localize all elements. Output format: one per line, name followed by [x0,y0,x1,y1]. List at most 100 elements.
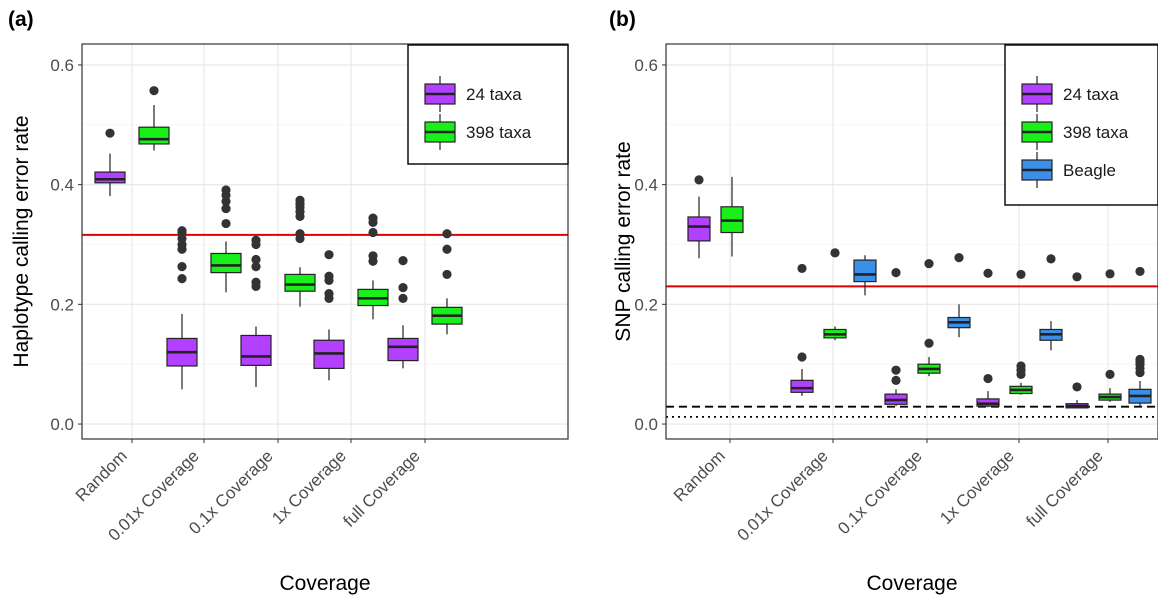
outlier-point [442,229,452,239]
outlier-point [1135,354,1145,365]
boxplot [884,268,908,407]
box [790,379,814,393]
outlier-point [891,268,901,278]
outlier-point [251,254,261,265]
outlier-point [1016,269,1026,280]
y-axis-label: Haplotype calling error rate [10,115,33,367]
outlier-point [398,256,408,266]
outlier-point [983,268,993,278]
boxplot [1009,269,1033,395]
outlier-point [442,244,452,254]
y-tick-label: 0.2 [50,295,74,314]
outlier-point [177,226,187,236]
outlier-point [924,259,934,269]
outlier-point [368,213,378,223]
box [138,126,170,145]
legend-key [424,114,456,150]
outlier-point [398,282,408,293]
boxplot [976,268,1000,408]
x-tick-label: 1x Coverage [268,446,350,528]
legend-key [1021,76,1053,112]
y-axis-label: SNP calling error rate [612,141,635,341]
boxplot [1039,254,1063,351]
outlier-point [251,235,261,245]
series-398-taxa [720,176,1122,402]
x-tick-label: 1x Coverage [936,446,1018,528]
x-tick-label: 0.01x Coverage [734,446,832,544]
boxplot [431,229,463,335]
legend-label: Beagle [1063,161,1116,180]
outlier-point [891,365,901,375]
x-tick-label: Random [72,446,131,505]
boxplot [210,185,242,293]
panel-label: (a) [8,8,34,31]
y-tick-label: 0.6 [634,56,658,75]
boxplot [853,255,877,296]
outlier-point [1105,269,1115,279]
outlier-point [368,251,378,261]
box [687,216,711,242]
legend-label: 398 taxa [1063,123,1129,142]
boxplot [917,259,941,377]
legend: 24 taxa 398 taxa Beagle [1004,44,1158,206]
y-tick-label: 0.6 [50,56,74,75]
x-tick-label: 0.1x Coverage [834,446,926,538]
panel-border [81,43,569,440]
outlier-point [1016,361,1026,371]
panel-border [665,43,1158,440]
boxplot [313,250,345,381]
outlier-point [105,128,115,138]
series-398-taxa [138,86,463,335]
boxplot [720,176,744,257]
outlier-point [1105,369,1115,379]
series-24-taxa [687,175,1089,409]
outlier-point [1135,266,1145,277]
outlier-point [368,227,378,238]
outlier-point [324,288,334,299]
boxplot [823,248,847,341]
y-tick-label: 0.2 [634,295,658,314]
x-axis-label: Coverage [279,572,370,595]
outlier-point [177,262,187,272]
outlier-point [442,269,452,280]
boxplot [240,235,272,387]
outlier-point [221,203,231,214]
legend-key [1021,114,1053,150]
boxplot [166,226,198,390]
series-beagle [853,253,1152,408]
panel-b: 0.0 0.2 0.4 0.6 Random 0.01x Coverage 0.1x Cov… [609,8,1158,595]
outlier-point [830,248,840,258]
outlier-point [1046,254,1056,264]
boxplot [687,175,711,259]
x-axis-label: Coverage [866,572,957,595]
outlier-point [324,271,334,281]
boxplot [94,128,126,197]
outlier-point [797,263,807,274]
outlier-point [891,375,901,385]
boxplot [790,263,814,396]
legend-label: 398 taxa [466,123,532,142]
x-tick-label: full Coverage [1023,446,1107,530]
outlier-point [797,352,807,362]
legend-key [424,76,456,112]
boxplot [387,256,419,369]
x-tick-label: full Coverage [340,446,424,530]
outlier-point [1072,272,1082,282]
outlier-point [149,86,159,96]
box [284,273,316,292]
legend: 24 taxa 398 taxa [407,44,569,165]
boxplot [357,213,389,320]
legend-label: 24 taxa [1063,85,1119,104]
outlier-point [251,277,261,287]
outlier-point [295,229,305,239]
legend-key [1021,152,1053,188]
box [387,337,419,362]
y-tick-label: 0.0 [50,415,74,434]
outlier-point [983,373,993,384]
outlier-point [221,218,231,229]
outlier-point [924,338,934,348]
y-tick-label: 0.4 [634,176,658,195]
legend-label: 24 taxa [466,85,522,104]
